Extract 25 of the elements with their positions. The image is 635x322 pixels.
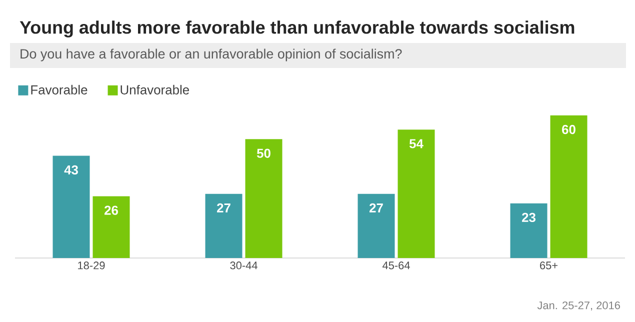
data-label: 26 xyxy=(104,206,118,215)
bar xyxy=(92,196,130,258)
x-tick-label: 65+ xyxy=(540,262,558,270)
legend-label: Unfavorable xyxy=(120,84,190,94)
x-tick-label: 18-29 xyxy=(78,262,105,270)
bar xyxy=(245,139,282,258)
x-tick-label: 45-64 xyxy=(382,262,410,270)
data-label: 27 xyxy=(370,203,383,212)
data-label: 27 xyxy=(217,203,230,212)
bar xyxy=(398,130,435,258)
data-label: 50 xyxy=(256,148,270,158)
bar xyxy=(205,194,242,258)
text: Jan. 25-27, 2016 xyxy=(537,301,620,311)
bar xyxy=(550,115,588,258)
chart-subtitle: Do you have a favorable or an unfavorable opinion of socialism? xyxy=(20,48,402,62)
data-label: 54 xyxy=(409,139,424,148)
bar xyxy=(52,156,90,258)
data-label: 23 xyxy=(522,212,536,222)
bar xyxy=(358,194,395,258)
bar xyxy=(510,203,548,258)
x-tick-label: 30-44 xyxy=(230,262,258,270)
data-label: 43 xyxy=(64,165,78,175)
data-label: 60 xyxy=(562,124,576,134)
legend-label: Favorable xyxy=(31,84,88,94)
chart-title: Young adults more favorable than unfavorable towards socialism xyxy=(20,20,574,38)
